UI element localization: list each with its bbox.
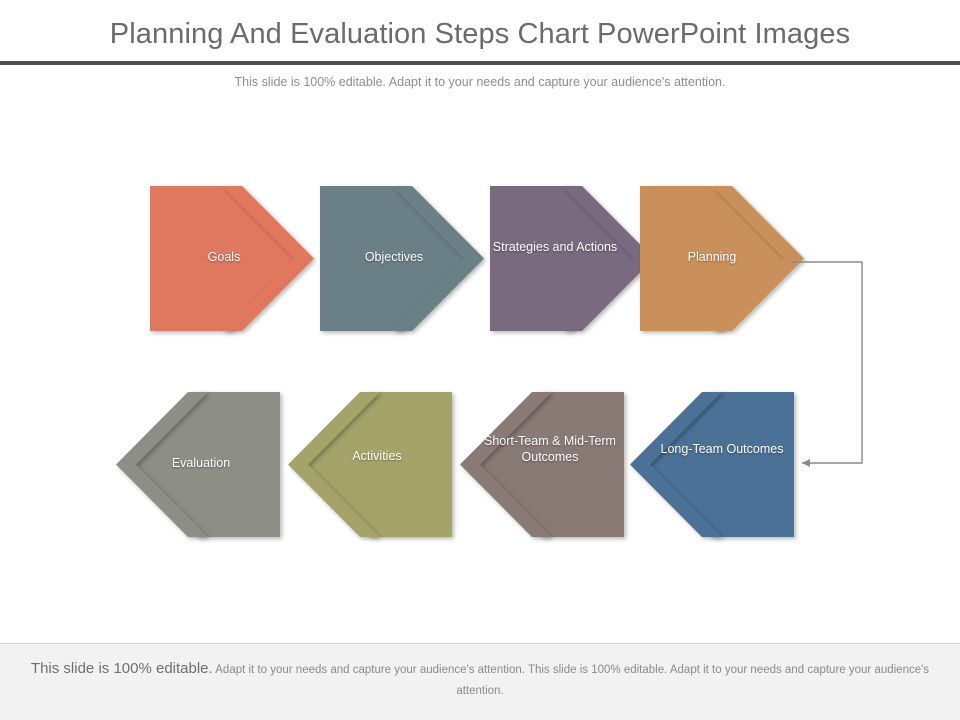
chevron-shape-left — [630, 392, 794, 537]
process-step-activities[interactable]: Activities — [272, 392, 452, 537]
chevron-shape-left — [460, 392, 624, 537]
page-title: Planning And Evaluation Steps Chart Powe… — [109, 18, 851, 50]
planning-to-long-team-outcomes-connector — [792, 261, 863, 467]
process-step-goals[interactable]: Goals — [150, 186, 322, 331]
chevron-shape-left — [116, 392, 280, 537]
footer-text: This slide is 100% editable. Adapt it to… — [16, 658, 944, 702]
title-divider — [0, 61, 960, 65]
process-step-strategies-and-actions[interactable]: Strategies and Actions — [490, 186, 662, 331]
chevron-shape-right — [640, 186, 804, 331]
footer-rest: Adapt it to your needs and capture your … — [212, 664, 930, 697]
chevron-shape-right — [490, 186, 654, 331]
process-step-short-team-and-mid-term-outcomes[interactable]: Short-Team & Mid-Term Outcomes — [444, 392, 624, 537]
process-step-long-team-outcomes[interactable]: Long-Team Outcomes — [614, 392, 794, 537]
process-step-objectives[interactable]: Objectives — [320, 186, 492, 331]
page-subtitle: This slide is 100% editable. Adapt it to… — [234, 75, 726, 89]
footer-band: This slide is 100% editable. Adapt it to… — [0, 643, 960, 720]
chevron-shape-right — [320, 186, 484, 331]
chevron-process-diagram: Goals Objectives — [100, 186, 863, 537]
chevron-shape-left — [288, 392, 452, 537]
footer-lead: This slide is 100% editable. — [30, 660, 213, 677]
chevron-shape-right — [150, 186, 314, 331]
process-step-evaluation[interactable]: Evaluation — [100, 392, 280, 537]
